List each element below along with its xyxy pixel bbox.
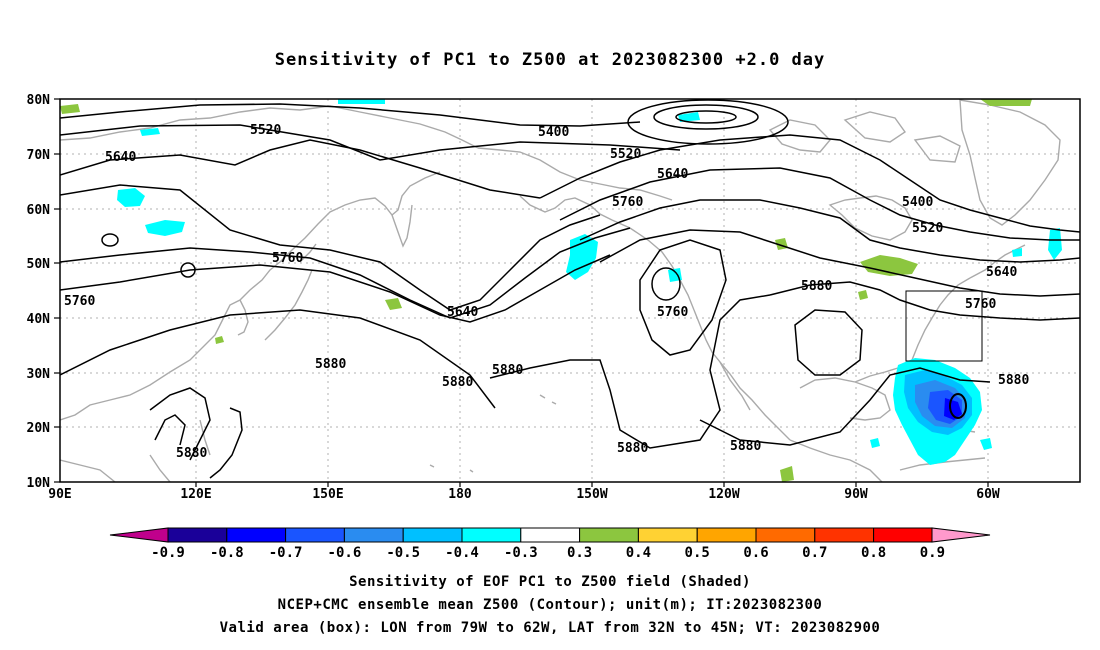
contour-label: 5640 (657, 167, 688, 182)
colorbar-boxes (167, 527, 933, 543)
map-title: Sensitivity of PC1 to Z500 at 2023082300… (274, 50, 826, 70)
colorbar-low-triangle (109, 527, 169, 543)
contour-label: 5880 (442, 375, 473, 390)
lat-tick-label: 20N (27, 421, 51, 436)
colorbar-label: 0.6 (743, 545, 768, 561)
lon-tick-label: 120W (708, 487, 739, 502)
colorbar-box (226, 527, 287, 543)
colorbar-label: 0.4 (626, 545, 651, 561)
colorbar-label: -0.3 (504, 545, 538, 561)
colorbar-label: -0.9 (151, 545, 185, 561)
lon-tick-label: 150E (312, 487, 343, 502)
contour-label: 5400 (902, 195, 933, 210)
lat-ticks (54, 98, 60, 483)
colorbar-box (637, 527, 698, 543)
contour-label: 5760 (272, 251, 303, 266)
colorbar-box (402, 527, 463, 543)
caption-line-2: NCEP+CMC ensemble mean Z500 (Contour); u… (277, 597, 823, 613)
lat-tick-label: 30N (27, 367, 51, 382)
lon-tick-label: 90E (48, 487, 71, 502)
colorbar-box (343, 527, 404, 543)
contour-label: 5640 (447, 305, 478, 320)
contour-label: 5760 (64, 294, 95, 309)
contour-label: 5640 (986, 265, 1017, 280)
colorbar-box (167, 527, 228, 543)
colorbar-label: -0.7 (269, 545, 303, 561)
colorbar-box (285, 527, 345, 543)
lat-axis: 80N 70N 60N 50N 40N 30N 20N 10N (27, 93, 51, 491)
gridlines (60, 99, 1080, 482)
colorbar-box (873, 527, 933, 543)
caption-line-3: Valid area (box): LON from 79W to 62W, L… (219, 620, 881, 636)
contour-label: 5640 (105, 150, 136, 165)
colorbar-label: 0.8 (861, 545, 886, 561)
colorbar-box (755, 527, 816, 543)
colorbar: -0.9 -0.8 -0.7 -0.6 -0.5 -0.4 -0.3 0.3 0.4 0.5 0.6… (109, 527, 991, 561)
contour-label: 5760 (612, 195, 643, 210)
lat-tick-label: 70N (27, 148, 51, 163)
contour-label: 5880 (176, 446, 207, 461)
contour-label: 5400 (538, 125, 569, 140)
colorbar-label: 0.9 (920, 545, 945, 561)
lat-tick-label: 80N (27, 93, 51, 108)
contour-label: 5880 (998, 373, 1029, 388)
lat-tick-label: 50N (27, 257, 51, 272)
contour-label: 5520 (912, 221, 943, 236)
sensitivity-shading (60, 99, 1062, 482)
colorbar-label: -0.6 (328, 545, 362, 561)
colorbar-label: 0.5 (685, 545, 710, 561)
contour-label-group: 5520 5640 5400 5520 5640 5760 5400 5520 … (64, 123, 1029, 461)
colorbar-box (579, 527, 639, 543)
contour-label: 5880 (617, 441, 648, 456)
lon-ticks (195, 482, 989, 487)
colorbar-box (461, 527, 522, 543)
contour-label: 5760 (657, 305, 688, 320)
lon-tick-label: 60W (976, 487, 1000, 502)
colorbar-label: 0.3 (567, 545, 592, 561)
contour-label: 5760 (965, 297, 996, 312)
z500-contours (60, 99, 1080, 479)
lat-tick-label: 60N (27, 203, 51, 218)
lat-tick-label: 40N (27, 312, 51, 327)
colorbar-box (696, 527, 757, 543)
contour-label: 5880 (730, 439, 761, 454)
caption-line-1: Sensitivity of EOF PC1 to Z500 field (Sh… (349, 574, 751, 590)
valid-area-box (905, 290, 983, 362)
lon-tick-label: 180 (448, 487, 472, 502)
lon-tick-label: 150W (576, 487, 607, 502)
lon-tick-label: 90W (844, 487, 868, 502)
contour-label: 5520 (610, 147, 641, 162)
colorbar-box (814, 527, 875, 543)
lon-tick-label: 120E (180, 487, 211, 502)
colorbar-label: -0.4 (445, 545, 479, 561)
colorbar-label: -0.8 (210, 545, 244, 561)
lon-axis: 90E 120E 150E 180 150W 120W 90W 60W (48, 487, 1000, 502)
colorbar-label: -0.5 (386, 545, 420, 561)
contour-label: 5880 (801, 279, 832, 294)
colorbar-label: 0.7 (802, 545, 827, 561)
plot-frame (59, 98, 1081, 483)
colorbar-labels: -0.9 -0.8 -0.7 -0.6 -0.5 -0.4 -0.3 0.3 0.4 0.5 0.6… (151, 545, 945, 561)
colorbar-high-triangle (931, 527, 991, 543)
lat-tick-label: 10N (27, 476, 51, 491)
colorbar-box (520, 527, 581, 543)
coastlines (60, 99, 1061, 482)
contour-label: 5880 (492, 363, 523, 378)
contour-label: 5520 (250, 123, 281, 138)
contour-label: 5880 (315, 357, 346, 372)
